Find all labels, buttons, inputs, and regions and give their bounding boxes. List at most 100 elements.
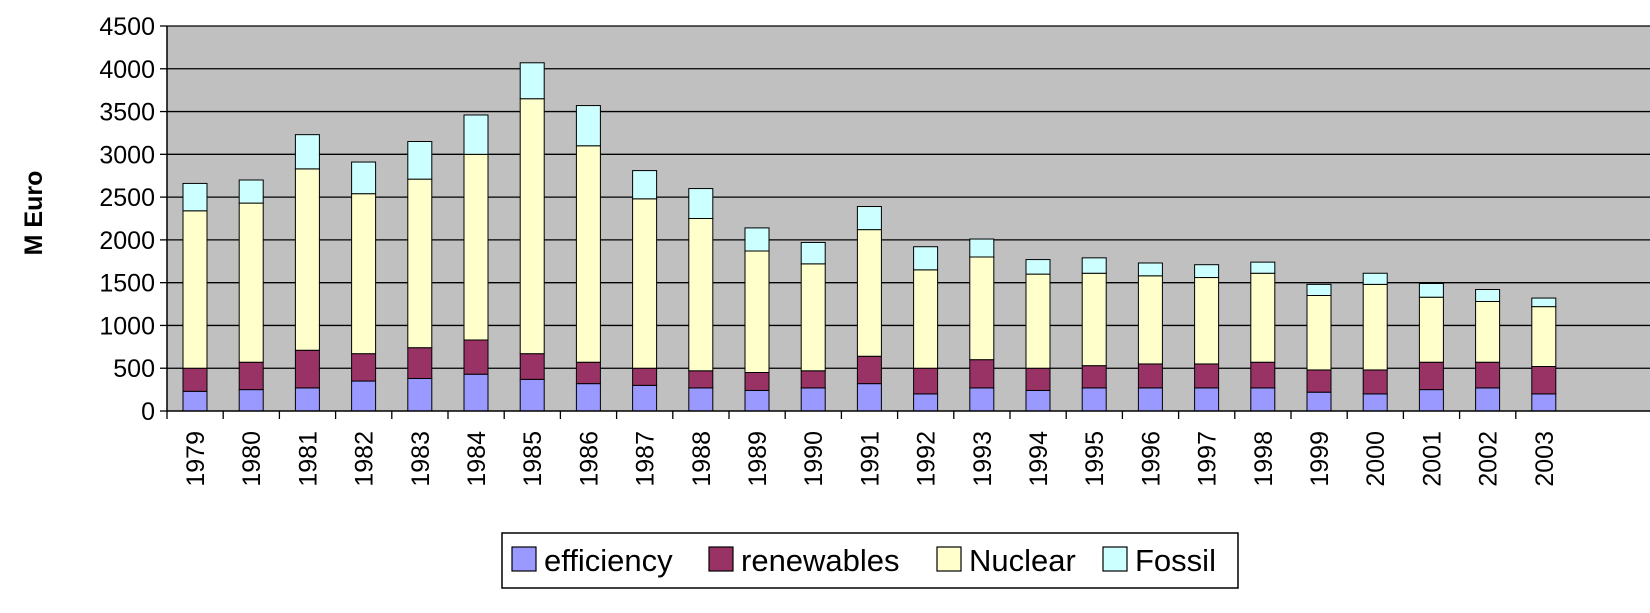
bar-segment-efficiency bbox=[969, 387, 995, 412]
bar-segment-efficiency bbox=[913, 393, 939, 412]
bar-segment-renewables bbox=[1137, 363, 1163, 389]
bar-segment-nuclear bbox=[688, 218, 714, 372]
y-tick-label: 4000 bbox=[99, 56, 155, 84]
bar-segment-nuclear bbox=[1418, 296, 1444, 363]
y-tick-label: 1000 bbox=[99, 312, 155, 340]
x-tick-label: 2001 bbox=[1418, 431, 1446, 487]
x-tick-label: 1985 bbox=[519, 431, 547, 487]
bar-segment-renewables bbox=[575, 361, 601, 385]
bar-segment-fossil bbox=[688, 188, 714, 220]
bar-segment-fossil bbox=[294, 134, 320, 170]
bar-segment-fossil bbox=[1250, 261, 1276, 274]
x-tick-label: 2000 bbox=[1362, 431, 1390, 487]
bar-segment-renewables bbox=[519, 353, 545, 380]
bar-segment-nuclear bbox=[182, 210, 208, 369]
bar-segment-renewables bbox=[463, 339, 489, 375]
bar-segment-renewables bbox=[744, 372, 770, 391]
y-tick-label: 4500 bbox=[99, 13, 155, 41]
bar-segment-fossil bbox=[1306, 283, 1332, 296]
bar-segment-fossil bbox=[1475, 289, 1501, 302]
x-tick-label: 1989 bbox=[744, 431, 772, 487]
x-tick-label: 1984 bbox=[463, 431, 491, 487]
bar-segment-efficiency bbox=[182, 390, 208, 412]
y-tick-label: 0 bbox=[141, 398, 155, 426]
bar-segment-nuclear bbox=[913, 269, 939, 369]
bar-segment-efficiency bbox=[463, 373, 489, 412]
bar-segment-efficiency bbox=[407, 377, 433, 412]
bar-segment-renewables bbox=[407, 347, 433, 379]
x-tick-label: 1991 bbox=[856, 431, 884, 487]
x-tick-label: 1995 bbox=[1081, 431, 1109, 487]
y-tick-label: 500 bbox=[113, 355, 155, 383]
legend-label-efficiency: efficiency bbox=[544, 543, 673, 578]
bar-segment-nuclear bbox=[1531, 306, 1557, 368]
bar-segment-fossil bbox=[1081, 257, 1107, 274]
legend-swatch-efficiency bbox=[511, 546, 537, 572]
bar-segment-renewables bbox=[1418, 361, 1444, 391]
bar-segment-nuclear bbox=[575, 145, 601, 363]
x-tick-label: 1982 bbox=[351, 431, 379, 487]
x-tick-label: 2003 bbox=[1531, 431, 1559, 487]
y-tick-label: 2000 bbox=[99, 227, 155, 255]
bar-segment-nuclear bbox=[800, 263, 826, 372]
bar-segment-fossil bbox=[463, 114, 489, 155]
x-tick-label: 1992 bbox=[913, 431, 941, 487]
bar-segment-nuclear bbox=[1081, 272, 1107, 367]
bar-segment-efficiency bbox=[1306, 391, 1332, 412]
bar-segment-renewables bbox=[969, 359, 995, 389]
y-axis-title: M Euro bbox=[20, 171, 48, 256]
bar-segment-efficiency bbox=[294, 387, 320, 412]
x-tick-label: 1994 bbox=[1025, 431, 1053, 487]
y-tick-label: 2500 bbox=[99, 184, 155, 212]
bar-segment-nuclear bbox=[1025, 273, 1051, 369]
bar-segment-fossil bbox=[182, 182, 208, 212]
bar-segment-nuclear bbox=[744, 250, 770, 373]
bar-segment-efficiency bbox=[744, 389, 770, 412]
bar-segment-nuclear bbox=[1475, 300, 1501, 363]
bar-segment-efficiency bbox=[1250, 387, 1276, 412]
bar-segment-nuclear bbox=[1137, 275, 1163, 365]
x-tick-label: 1996 bbox=[1137, 431, 1165, 487]
legend-label-nuclear: Nuclear bbox=[969, 543, 1076, 578]
legend-swatch-nuclear bbox=[936, 546, 962, 572]
bar-segment-efficiency bbox=[1025, 389, 1051, 412]
legend-label-renewables: renewables bbox=[741, 543, 900, 578]
bar-segment-efficiency bbox=[1418, 389, 1444, 412]
bar-segment-nuclear bbox=[1194, 277, 1220, 365]
y-tick-label: 3500 bbox=[99, 99, 155, 127]
bar-segment-renewables bbox=[1025, 367, 1051, 391]
bar-segment-renewables bbox=[913, 367, 939, 395]
bar-segment-efficiency bbox=[575, 383, 601, 412]
bar-segment-fossil bbox=[1418, 283, 1444, 298]
bar-segment-nuclear bbox=[1362, 283, 1388, 371]
bar-segment-renewables bbox=[1475, 361, 1501, 389]
bar-segment-fossil bbox=[1137, 262, 1163, 277]
bar-segment-nuclear bbox=[632, 198, 658, 369]
bar-segment-efficiency bbox=[1194, 387, 1220, 412]
bar-segment-renewables bbox=[1194, 363, 1220, 389]
bar-segment-nuclear bbox=[463, 153, 489, 341]
bar-segment-efficiency bbox=[1081, 387, 1107, 412]
x-tick-label: 1987 bbox=[632, 431, 660, 487]
bar-segment-nuclear bbox=[294, 168, 320, 351]
bar-segment-renewables bbox=[294, 349, 320, 389]
bar-segment-fossil bbox=[238, 179, 264, 204]
bar-segment-efficiency bbox=[1475, 387, 1501, 412]
bar-segment-nuclear bbox=[238, 202, 264, 363]
bar-segment-fossil bbox=[575, 105, 601, 147]
x-tick-label: 1998 bbox=[1250, 431, 1278, 487]
x-tick-label: 1993 bbox=[969, 431, 997, 487]
bar-segment-fossil bbox=[1194, 264, 1220, 279]
x-axis: 1979 1980 1981 1982 1983 1984 1985 1986 1987 1988… bbox=[166, 410, 1650, 487]
bar-segment-efficiency bbox=[519, 378, 545, 412]
bar-segment-fossil bbox=[913, 246, 939, 271]
bar-segment-renewables bbox=[351, 353, 377, 382]
y-tick-label: 3000 bbox=[99, 141, 155, 169]
legend-label-fossil: Fossil bbox=[1135, 543, 1216, 578]
bar-segment-renewables bbox=[800, 370, 826, 389]
bar-segment-renewables bbox=[856, 355, 882, 385]
x-tick-label: 2002 bbox=[1475, 431, 1503, 487]
bar-segment-nuclear bbox=[1306, 295, 1332, 371]
bars bbox=[182, 62, 1557, 412]
x-tick-label: 1983 bbox=[407, 431, 435, 487]
